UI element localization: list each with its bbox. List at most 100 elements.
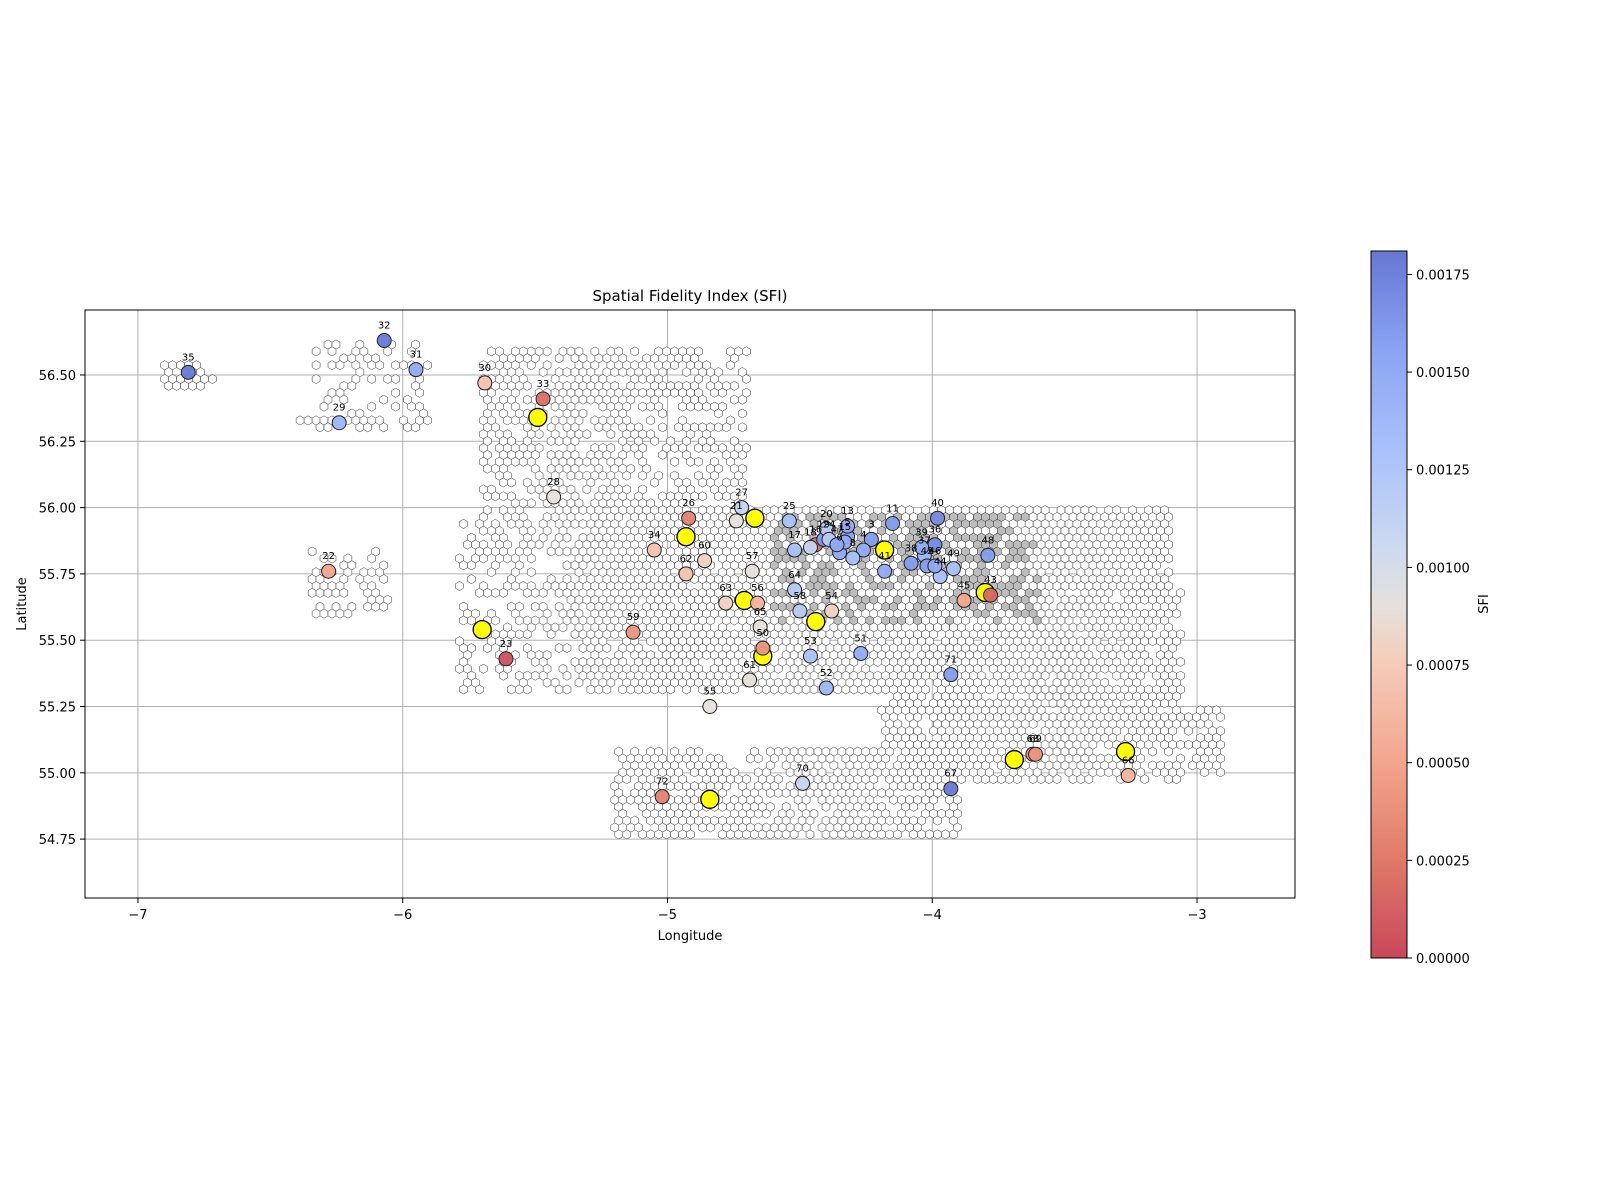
grid-hexagon (335, 608, 345, 619)
grid-hexagon (327, 346, 337, 357)
grid-hexagon (475, 684, 484, 695)
grid-hexagon (897, 781, 906, 791)
x-tick-label: −6 (393, 908, 412, 923)
grid-hexagon (845, 829, 855, 840)
grid-hexagon (331, 588, 341, 598)
colorbar-tick-label: 0.00125 (1416, 464, 1470, 479)
grid-hexagon (514, 684, 524, 695)
point-label: 48 (981, 535, 994, 546)
grid-hexagon (558, 484, 568, 495)
grid-hexagon (753, 753, 763, 764)
grid-hexagon (534, 539, 544, 550)
grid-hexagon (1160, 698, 1169, 709)
grid-hexagon (738, 408, 747, 419)
grid-hexagon (483, 491, 492, 502)
grid-hexagon (323, 422, 333, 433)
grid-hexagon (638, 401, 647, 412)
sfi-point (180, 364, 196, 380)
sfi-point (877, 563, 893, 579)
grid-hexagon (467, 615, 476, 626)
grid-hexagon (1104, 767, 1114, 778)
grid-hexagon (562, 532, 572, 543)
grid-hexagon (853, 829, 863, 840)
grid-hexagon (530, 601, 540, 612)
grid-hexagon (407, 401, 416, 412)
grid-hexagon (694, 443, 703, 453)
grid-hexagon (363, 422, 373, 433)
grid-hexagon (730, 394, 739, 405)
grid-hexagon (841, 684, 851, 695)
grid-hexagon (343, 608, 353, 619)
grid-hexagon (849, 684, 859, 695)
grid-hexagon (773, 788, 783, 798)
grid-hexagon (973, 774, 982, 785)
grid-hexagon (1044, 774, 1054, 785)
grid-hexagon (1068, 581, 1078, 591)
grid-hexagon (383, 374, 393, 384)
grid-hexagon (674, 781, 683, 791)
grid-hexagon (303, 415, 313, 426)
grid-hexagon (706, 822, 715, 833)
grid-hexagon (1028, 774, 1038, 785)
grid-hexagon (180, 381, 189, 391)
sfi-point (980, 547, 996, 563)
grid-hexagon (367, 360, 377, 371)
grid-hexagon (873, 684, 883, 695)
sfi-point (702, 699, 718, 715)
colorbar: 0.00000 0.00025 0.00050 0.00075 0.00100 0.001… (1370, 250, 1492, 967)
grid-hexagon (809, 684, 819, 695)
grid-hexagon (1184, 726, 1193, 736)
point-label: 26 (682, 498, 695, 509)
grid-hexagon (1176, 657, 1185, 667)
highlight-point (700, 789, 720, 809)
grid-hexagon (833, 684, 843, 695)
grid-hexagon (1188, 760, 1197, 771)
sfi-point (408, 362, 424, 378)
grid-hexagon (757, 829, 767, 840)
grid-hexagon (307, 588, 317, 598)
grid-hexagon (479, 663, 488, 674)
point-label: 49 (947, 549, 960, 560)
grid-hexagon (694, 456, 703, 467)
grid-hexagon (550, 401, 560, 412)
grid-hexagon (738, 450, 747, 460)
grid-hexagon (997, 774, 1006, 785)
grid-hexagon (726, 829, 735, 840)
grid-hexagon (554, 684, 564, 695)
y-tick-label: 56.50 (39, 369, 76, 384)
highlight-point (528, 407, 548, 428)
point-label: 62 (680, 554, 693, 565)
grid-hexagon (367, 374, 377, 384)
sfi-point (930, 510, 946, 526)
grid-hexagon (483, 643, 492, 653)
grid-hexagon (730, 615, 739, 626)
point-label: 43 (984, 575, 997, 586)
grid-hexagon (789, 829, 799, 840)
grid-hexagon (654, 829, 663, 840)
grid-hexagon (586, 394, 596, 405)
grid-hexagon (646, 401, 655, 412)
grid-hexagon (1076, 622, 1086, 633)
grid-hexagon (666, 684, 675, 695)
grid-hexagon (371, 601, 381, 612)
grid-hexagon (510, 581, 520, 591)
grid-hexagon (678, 829, 687, 840)
grid-hexagon (662, 829, 671, 840)
grid-hexagon (869, 829, 879, 840)
grid-hexagon (694, 401, 703, 412)
grid-hexagon (753, 808, 763, 819)
grid-hexagon (562, 643, 572, 653)
colorbar-tick-label: 0.00050 (1416, 757, 1470, 772)
grid-hexagon (196, 381, 205, 391)
y-tick-label: 55.25 (39, 701, 76, 716)
grid-hexagon (610, 629, 620, 640)
grid-hexagon (578, 519, 588, 529)
grid-hexagon (861, 801, 871, 812)
point-label: 21 (730, 501, 743, 512)
point-label: 33 (537, 379, 550, 390)
colorbar-ticks: 0.00000 0.00025 0.00050 0.00075 0.00100 0.001… (1407, 268, 1470, 967)
sfi-point (331, 415, 347, 431)
grid-hexagon (578, 643, 588, 653)
grid-hexagon (718, 801, 727, 812)
grid-hexagon (702, 443, 711, 453)
